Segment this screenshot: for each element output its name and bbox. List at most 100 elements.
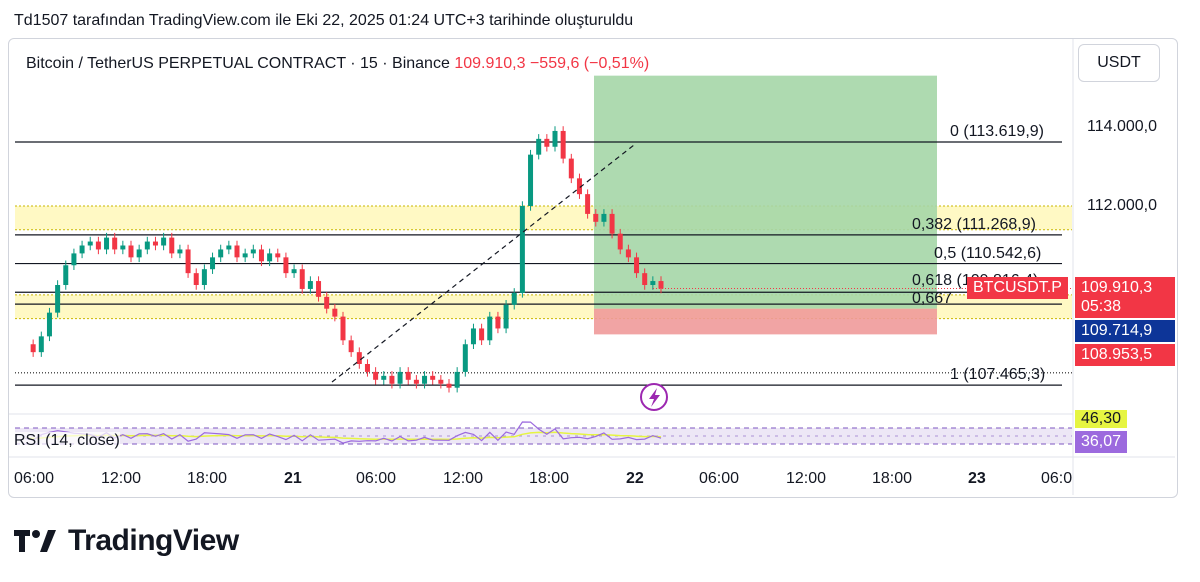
time-axis-label: 18:00 xyxy=(872,470,913,487)
candle-body xyxy=(79,245,85,254)
candle-body xyxy=(658,281,664,289)
price-chart[interactable] xyxy=(9,39,1175,495)
candle-body xyxy=(210,257,216,270)
candle-body xyxy=(242,253,248,258)
fib-label-0: 0 (113.619,9) xyxy=(950,123,1044,140)
candle-body xyxy=(454,371,460,388)
candle-body xyxy=(87,241,93,246)
time-axis-label: 18:00 xyxy=(529,470,570,487)
candle-body xyxy=(397,371,403,384)
candle-body xyxy=(316,281,322,297)
time-axis-label: 06:00 xyxy=(699,470,740,487)
candle-body xyxy=(446,383,452,388)
candle-body xyxy=(625,249,631,258)
candle-body xyxy=(511,292,517,305)
fib-label-0-667: 0,667 xyxy=(912,290,953,308)
header-note: Td1507 tarafından TradingView.com ile Ek… xyxy=(14,12,634,29)
position-stop-zone[interactable] xyxy=(594,308,937,335)
fib-label-1: 1 (107.465,3) xyxy=(950,366,1046,384)
price-tag-2: 109.714,9 xyxy=(1075,320,1175,342)
candle-body xyxy=(95,241,101,250)
candle-body xyxy=(348,340,354,353)
rsi-line xyxy=(24,421,662,444)
price-tag-0: 109.910,3 xyxy=(1075,277,1175,299)
time-axis-label: 23 xyxy=(968,470,986,487)
rsi-value-tag-top: 46,30 xyxy=(1075,410,1128,428)
symbol-name[interactable]: Bitcoin / TetherUS PERPETUAL CONTRACT · … xyxy=(26,55,450,72)
ticker-tag: BTCUSDT.P xyxy=(967,277,1068,299)
candle-body xyxy=(617,233,623,250)
candle-body xyxy=(405,371,411,380)
candle-body xyxy=(438,379,444,384)
symbol-line: Bitcoin / TetherUS PERPETUAL CONTRACT · … xyxy=(26,55,649,73)
currency-button[interactable]: USDT xyxy=(1078,44,1160,82)
candle-body xyxy=(422,375,428,384)
rsi-ma-line xyxy=(24,431,662,441)
candle-body xyxy=(503,304,509,329)
time-axis-label: 22 xyxy=(626,470,644,487)
candle-body xyxy=(136,249,142,258)
candle-body xyxy=(30,344,36,353)
candle-body xyxy=(291,269,297,274)
candle-body xyxy=(55,285,61,313)
symbol-change: −559,6 (−0,51%) xyxy=(529,55,650,72)
candle-body xyxy=(275,253,281,258)
candle-body xyxy=(324,296,330,309)
candle-body xyxy=(593,213,599,222)
candle-body xyxy=(283,257,289,274)
candle-body xyxy=(185,249,191,274)
candle-body xyxy=(364,364,370,372)
time-axis-label: 06:00 xyxy=(356,470,397,487)
rsi-value-tag-bottom: 36,07 xyxy=(1075,431,1128,453)
price-tick-label: 114.000,0 xyxy=(1087,118,1157,135)
candle-body xyxy=(544,138,550,147)
candle-body xyxy=(642,273,648,285)
candle-body xyxy=(152,241,158,246)
time-axis-label: 18:00 xyxy=(187,470,228,487)
candle-body xyxy=(552,130,558,147)
candle-body xyxy=(487,316,493,341)
candle-body xyxy=(38,336,44,353)
fib-label-0-5: 0,5 (110.542,6) xyxy=(934,244,1042,262)
candle-body xyxy=(634,257,640,274)
candle-body xyxy=(104,237,110,250)
candle-body xyxy=(430,375,436,380)
candle-body xyxy=(568,158,574,179)
position-profit-zone[interactable] xyxy=(594,75,937,309)
candle-body xyxy=(267,253,273,262)
candle-body xyxy=(389,375,395,384)
time-axis-label: 12:00 xyxy=(101,470,142,487)
trend-line[interactable] xyxy=(331,144,635,383)
candle-body xyxy=(381,375,387,380)
candle-body xyxy=(234,245,240,258)
candle-body xyxy=(560,130,566,159)
candle-body xyxy=(528,154,534,206)
price-series-path xyxy=(25,131,661,388)
candle-body xyxy=(356,352,362,364)
rsi-label[interactable]: RSI (14, close) xyxy=(14,432,120,450)
candle-body xyxy=(519,206,525,293)
candle-body xyxy=(601,213,607,222)
candle-body xyxy=(169,237,175,254)
brand-name: TradingView xyxy=(68,524,239,557)
brand-logo[interactable]: TradingView xyxy=(14,524,239,558)
chart-frame xyxy=(8,38,1178,498)
alert-bolt-glyph xyxy=(649,388,660,407)
candle-body xyxy=(144,241,150,250)
symbol-last-price: 109.910,3 xyxy=(454,55,526,72)
time-axis-label: 12:00 xyxy=(443,470,484,487)
candle-body xyxy=(576,178,582,195)
candle-body xyxy=(585,194,591,214)
fib-label-0-382: 0,382 (111.268,9) xyxy=(912,215,1036,233)
tradingview-logo-icon xyxy=(14,530,56,552)
candle-body xyxy=(340,316,346,341)
candle-body xyxy=(226,245,232,250)
candle-body xyxy=(71,253,77,266)
candle-body xyxy=(650,281,656,285)
candle-body xyxy=(63,265,69,285)
candle-body xyxy=(201,269,207,285)
time-axis-label: 06:0 xyxy=(1041,470,1073,487)
time-axis-label: 21 xyxy=(284,470,302,487)
candle-body xyxy=(193,273,199,285)
candle-body xyxy=(462,344,468,372)
